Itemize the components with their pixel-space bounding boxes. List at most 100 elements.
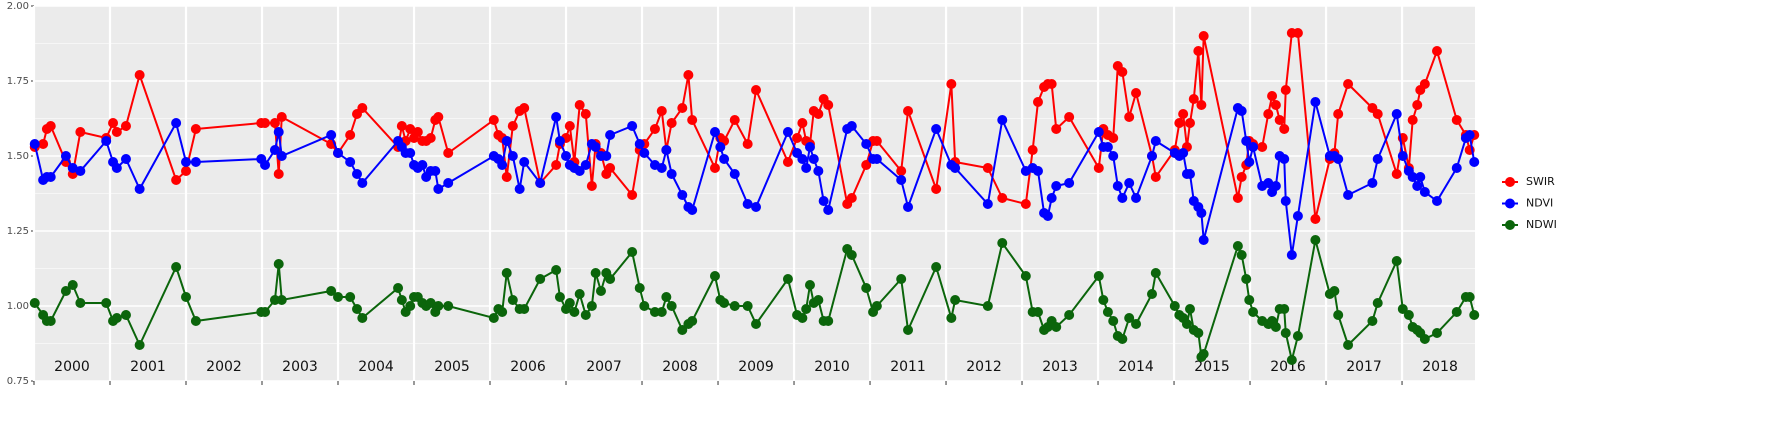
data-point xyxy=(1310,97,1321,107)
data-point xyxy=(1419,334,1430,344)
data-point xyxy=(497,307,508,317)
data-point xyxy=(405,124,416,134)
data-point xyxy=(931,124,942,134)
data-point xyxy=(683,70,694,80)
data-point xyxy=(729,115,740,125)
data-point xyxy=(804,280,815,290)
data-point xyxy=(60,151,71,161)
data-point xyxy=(801,304,812,314)
data-point xyxy=(903,106,914,116)
data-point xyxy=(190,316,201,326)
data-point xyxy=(1263,109,1274,119)
data-point xyxy=(677,190,688,200)
data-point xyxy=(412,127,423,137)
data-point xyxy=(1020,199,1031,209)
data-point xyxy=(1198,31,1209,41)
data-point xyxy=(1131,319,1142,329)
data-point xyxy=(797,313,808,323)
data-point xyxy=(45,172,56,182)
data-point xyxy=(1407,172,1418,182)
x-tick-label: 2007 xyxy=(586,359,622,375)
data-point xyxy=(1184,304,1195,314)
data-point xyxy=(1372,109,1383,119)
data-point xyxy=(751,319,762,329)
data-point xyxy=(639,148,650,158)
data-point xyxy=(425,133,436,143)
data-point xyxy=(1257,142,1268,152)
data-point xyxy=(1108,133,1119,143)
data-point xyxy=(269,145,280,155)
data-point xyxy=(551,112,562,122)
y-tick-label: 1.75 xyxy=(7,76,29,87)
data-point xyxy=(569,307,580,317)
data-point xyxy=(1150,136,1161,146)
data-point xyxy=(1150,172,1161,182)
data-point xyxy=(813,166,824,176)
data-point xyxy=(801,163,812,173)
data-point xyxy=(501,268,512,278)
data-point xyxy=(846,250,857,260)
data-point xyxy=(1124,313,1135,323)
data-point xyxy=(181,157,192,167)
data-point xyxy=(345,130,356,140)
data-point xyxy=(1232,193,1243,203)
x-tick-label: 2018 xyxy=(1422,359,1458,375)
x-tick-label: 2009 xyxy=(738,359,774,375)
data-point xyxy=(861,283,872,293)
data-point xyxy=(742,199,753,209)
data-point xyxy=(580,109,591,119)
data-point xyxy=(709,163,720,173)
data-point xyxy=(1329,286,1340,296)
data-point xyxy=(1391,109,1402,119)
data-point xyxy=(1046,193,1057,203)
data-point xyxy=(634,139,645,149)
data-point xyxy=(797,154,808,164)
data-point xyxy=(1236,172,1247,182)
data-point xyxy=(276,295,287,305)
data-point xyxy=(719,298,730,308)
data-point xyxy=(29,139,40,149)
data-point xyxy=(1412,181,1423,191)
data-point xyxy=(605,274,616,284)
data-point xyxy=(1102,307,1113,317)
data-point xyxy=(433,112,444,122)
data-point xyxy=(1431,328,1442,338)
data-point xyxy=(1279,154,1290,164)
y-tick-label: 1.25 xyxy=(7,226,29,237)
data-point xyxy=(1146,289,1157,299)
data-point xyxy=(1174,118,1185,128)
data-point xyxy=(519,304,530,314)
data-point xyxy=(1032,307,1043,317)
data-point xyxy=(605,130,616,140)
data-point xyxy=(1451,115,1462,125)
data-point xyxy=(269,118,280,128)
data-point xyxy=(715,142,726,152)
data-point xyxy=(1391,169,1402,179)
data-point xyxy=(931,184,942,194)
data-point xyxy=(1112,181,1123,191)
data-point xyxy=(997,193,1008,203)
data-point xyxy=(1193,328,1204,338)
data-point xyxy=(1248,307,1259,317)
data-point xyxy=(896,274,907,284)
data-point xyxy=(171,262,182,272)
data-point xyxy=(656,163,667,173)
data-point xyxy=(1280,85,1291,95)
data-point xyxy=(687,205,698,215)
data-point xyxy=(950,295,961,305)
data-point xyxy=(352,169,363,179)
data-point xyxy=(823,100,834,110)
data-point xyxy=(1093,163,1104,173)
legend-marker xyxy=(1505,220,1515,230)
data-point xyxy=(488,313,499,323)
data-point xyxy=(433,184,444,194)
data-point xyxy=(1419,79,1430,89)
data-point xyxy=(276,112,287,122)
data-point xyxy=(649,124,660,134)
data-point xyxy=(393,283,404,293)
data-point xyxy=(1241,274,1252,284)
data-point xyxy=(352,304,363,314)
data-point xyxy=(1117,193,1128,203)
data-point xyxy=(29,298,40,308)
data-point xyxy=(269,295,280,305)
